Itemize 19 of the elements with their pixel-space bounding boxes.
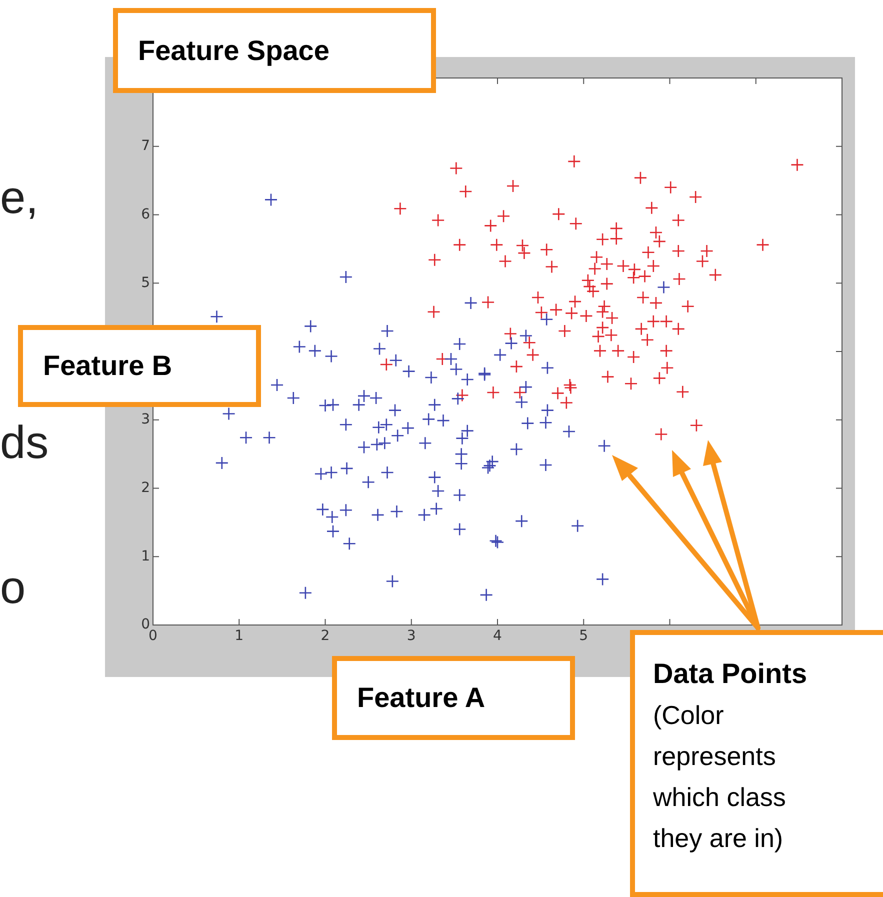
y-tick-label: 0 xyxy=(141,616,150,633)
y-tick-label: 2 xyxy=(141,480,150,496)
y-tick-label: 7 xyxy=(141,138,150,154)
x-tick-label: 1 xyxy=(234,628,244,644)
text: ds xyxy=(0,415,49,469)
x-tick-label: 4 xyxy=(493,628,502,644)
y-tick-label: 5 xyxy=(141,274,150,291)
y-tick-label: 1 xyxy=(141,548,150,564)
y-tick-label: 3 xyxy=(141,412,150,428)
x-tick-label: 3 xyxy=(406,628,416,644)
x-tick-label: 5 xyxy=(579,628,588,644)
callout-box: Data Points (Color represents which class they are in) xyxy=(630,630,883,897)
x-tick-label: 2 xyxy=(320,628,330,644)
callout-box: Feature A xyxy=(332,656,575,740)
callout-box: Feature B xyxy=(18,325,261,407)
callout-box: Feature Space xyxy=(113,8,436,93)
y-tick-label: 6 xyxy=(141,206,150,222)
text: e, xyxy=(0,170,38,224)
text: o xyxy=(0,560,26,614)
